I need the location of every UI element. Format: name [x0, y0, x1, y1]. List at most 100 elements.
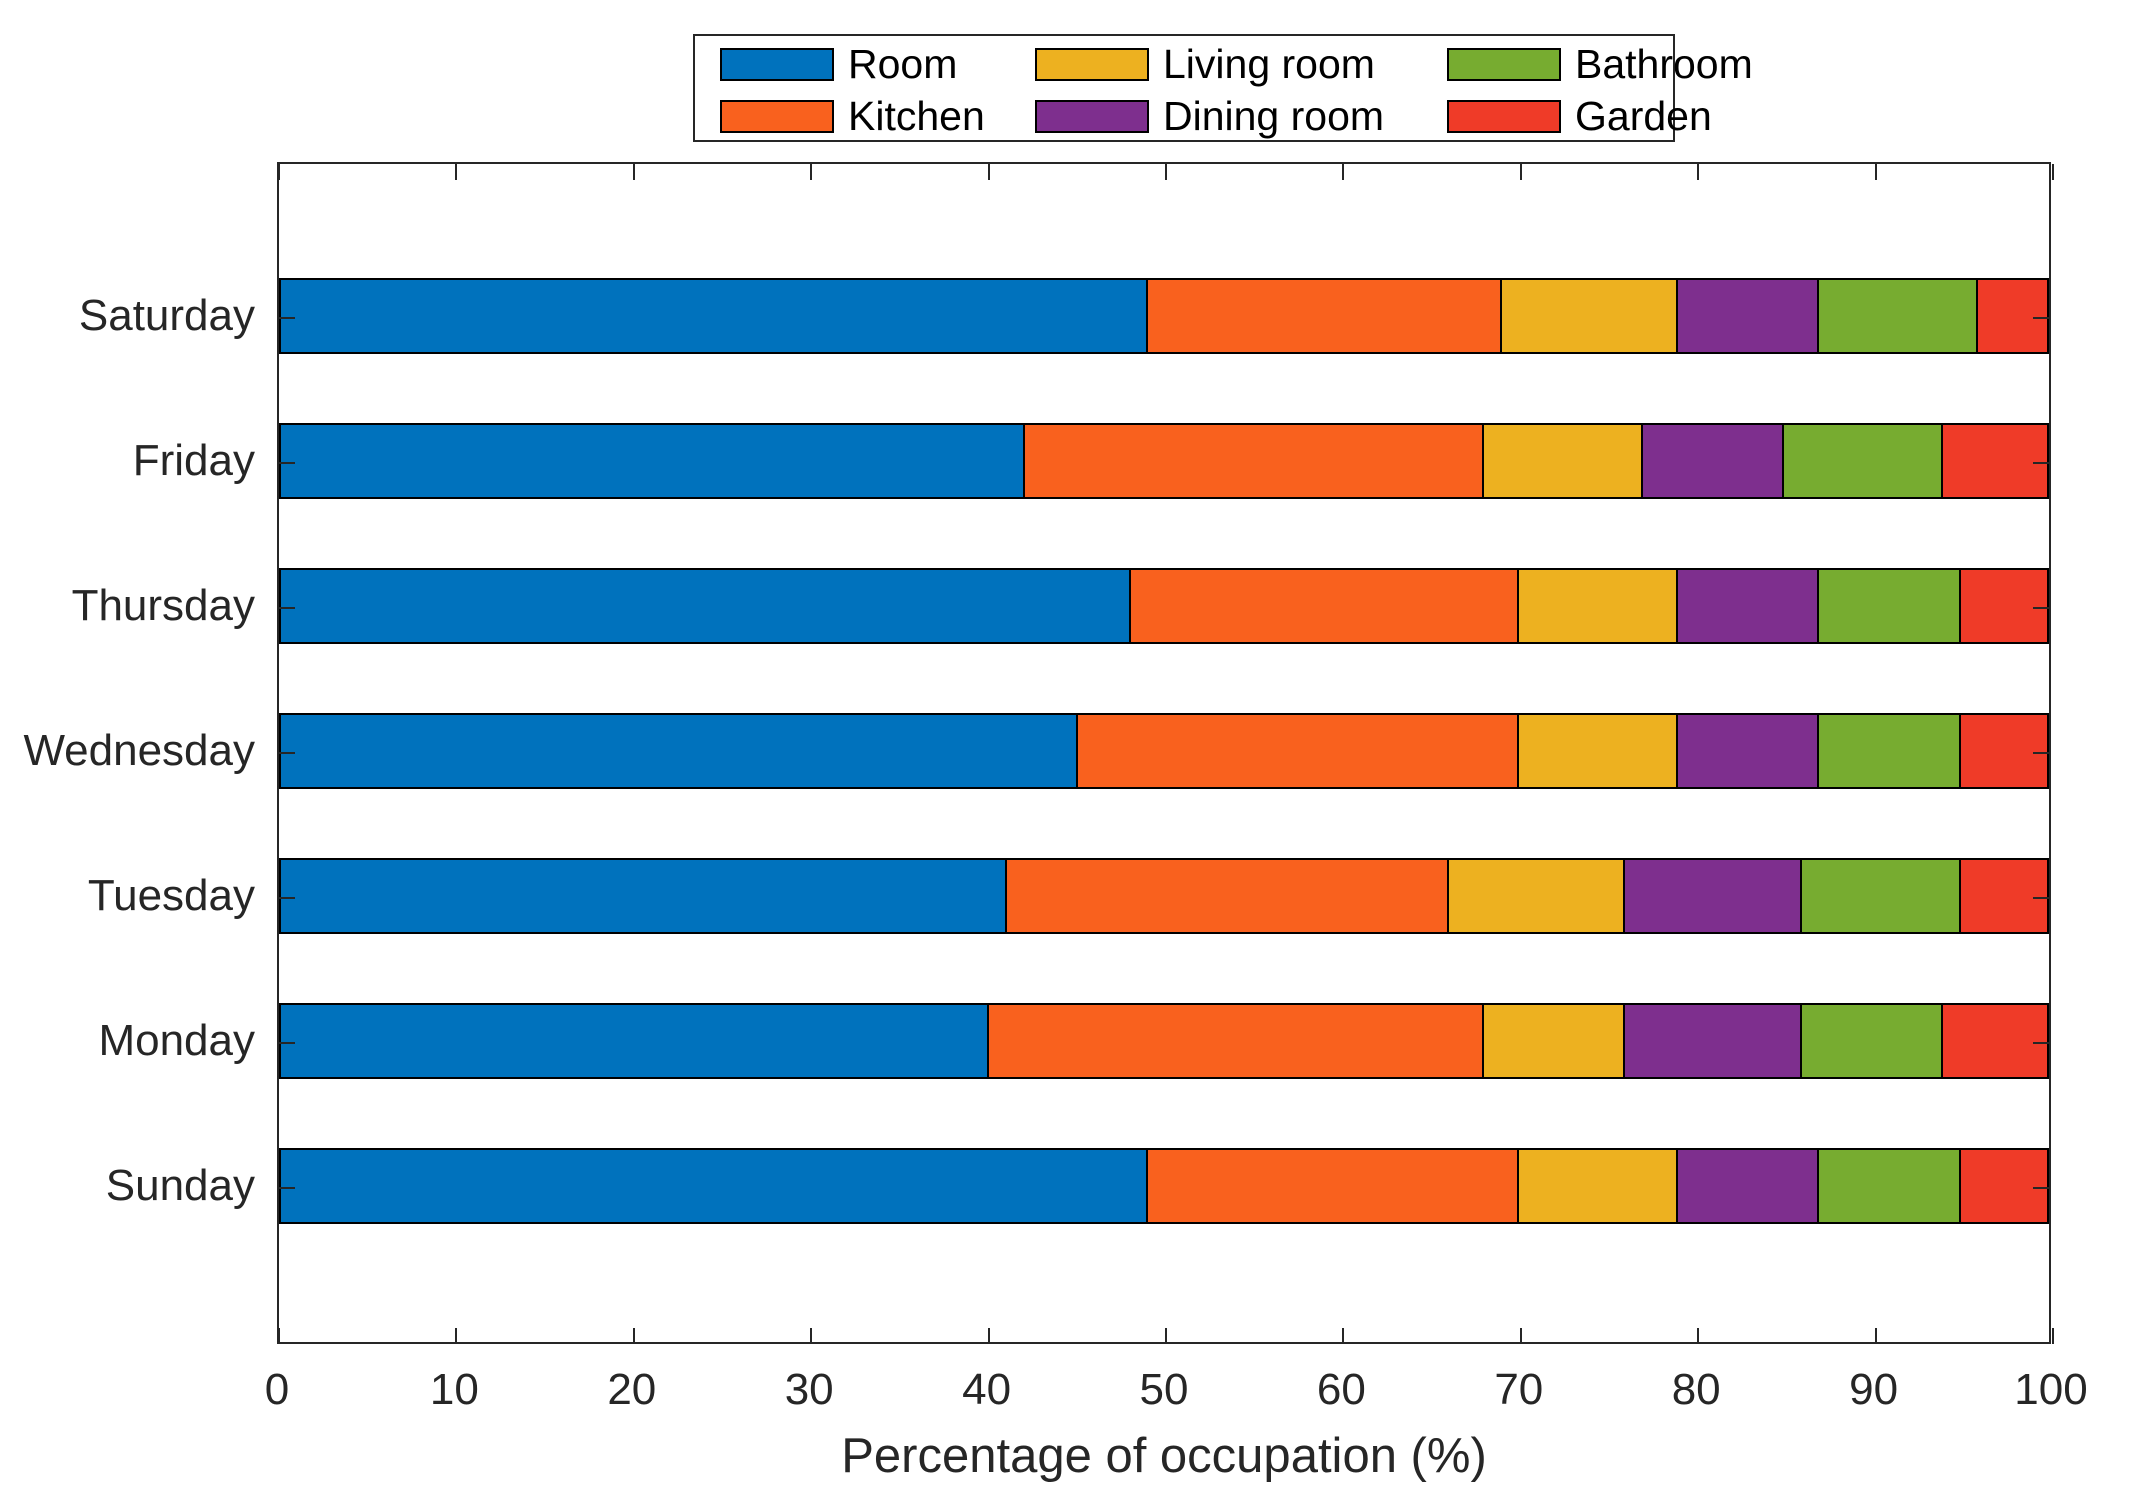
bar-segment-dining-room-thursday	[1676, 570, 1818, 642]
bar-segment-bathroom-sunday	[1817, 1150, 1959, 1222]
bar-segment-room-wednesday	[281, 715, 1076, 787]
bar-row-friday	[279, 423, 2049, 499]
bar-segment-living-room-sunday	[1517, 1150, 1677, 1222]
bar-row-monday	[279, 1003, 2049, 1079]
legend-item-bathroom: Bathroom	[1447, 41, 1753, 87]
bar-segment-bathroom-thursday	[1817, 570, 1959, 642]
bar-segment-garden-tuesday	[1958, 860, 2047, 932]
x-tick-bottom-90	[1874, 1328, 1877, 1344]
bar-segment-living-room-wednesday	[1517, 715, 1677, 787]
bar-segment-bathroom-monday	[1799, 1005, 1941, 1077]
bar-segment-bathroom-friday	[1782, 425, 1942, 497]
x-tick-label-70: 70	[1494, 1365, 1544, 1414]
bar-segment-dining-room-sunday	[1676, 1150, 1818, 1222]
legend-swatch-garden	[1447, 100, 1561, 133]
bar-segment-living-room-thursday	[1517, 570, 1677, 642]
y-tick-right-tuesday	[2033, 897, 2049, 899]
bar-segment-living-room-tuesday	[1446, 860, 1624, 932]
bar-segment-dining-room-saturday	[1676, 280, 1818, 352]
x-tick-bottom-10	[455, 1328, 458, 1344]
x-tick-bottom-20	[632, 1328, 635, 1344]
bar-segment-dining-room-wednesday	[1676, 715, 1818, 787]
bar-row-wednesday	[279, 713, 2049, 789]
bar-segment-room-friday	[281, 425, 1023, 497]
y-tick-left-thursday	[279, 607, 295, 609]
x-tick-top-10	[455, 164, 458, 180]
x-tick-bottom-100	[2052, 1328, 2054, 1344]
bar-row-sunday	[279, 1148, 2049, 1224]
bar-segment-bathroom-saturday	[1817, 280, 1977, 352]
bar-segment-kitchen-friday	[1022, 425, 1482, 497]
y-tick-label-thursday: Thursday	[71, 581, 255, 630]
bar-segment-garden-sunday	[1958, 1150, 2047, 1222]
y-tick-left-sunday	[279, 1187, 295, 1189]
legend-column-2: Living room Dining room	[1035, 41, 1384, 139]
y-tick-right-saturday	[2033, 317, 2049, 319]
legend-column-1: Room Kitchen	[720, 41, 985, 139]
y-tick-right-monday	[2033, 1042, 2049, 1044]
y-tick-label-sunday: Sunday	[105, 1161, 255, 1210]
y-tick-left-monday	[279, 1042, 295, 1044]
bar-segment-room-thursday	[281, 570, 1129, 642]
legend-label-bathroom: Bathroom	[1575, 41, 1753, 87]
legend-item-garden: Garden	[1447, 93, 1753, 139]
bar-segment-living-room-monday	[1481, 1005, 1624, 1077]
y-tick-label-monday: Monday	[98, 1016, 255, 1065]
y-tick-left-wednesday	[279, 752, 295, 754]
bar-segment-kitchen-monday	[987, 1005, 1482, 1077]
bar-row-saturday	[279, 278, 2049, 354]
x-tick-label-80: 80	[1671, 1365, 1721, 1414]
x-tick-label-20: 20	[607, 1365, 657, 1414]
x-tick-bottom-50	[1165, 1328, 1167, 1344]
legend-item-kitchen: Kitchen	[720, 93, 985, 139]
x-tick-bottom-70	[1519, 1328, 1522, 1344]
bar-segment-dining-room-monday	[1623, 1005, 1800, 1077]
bar-segment-living-room-friday	[1481, 425, 1641, 497]
x-tick-label-10: 10	[429, 1365, 479, 1414]
bar-segment-room-tuesday	[281, 860, 1006, 932]
x-tick-top-60	[1342, 164, 1345, 180]
bar-segment-garden-friday	[1941, 425, 2047, 497]
bar-segment-kitchen-wednesday	[1075, 715, 1518, 787]
y-tick-left-saturday	[279, 317, 295, 319]
x-tick-label-50: 50	[1139, 1365, 1189, 1414]
legend-item-dining-room: Dining room	[1035, 93, 1384, 139]
bar-segment-garden-monday	[1940, 1005, 2047, 1077]
x-tick-bottom-40	[987, 1328, 990, 1344]
legend-item-living-room: Living room	[1035, 41, 1384, 87]
legend-swatch-bathroom	[1447, 48, 1561, 81]
bar-segment-garden-thursday	[1958, 570, 2047, 642]
x-tick-label-90: 90	[1849, 1365, 1899, 1414]
x-tick-top-90	[1874, 164, 1877, 180]
x-tick-bottom-0	[278, 1328, 280, 1344]
legend-swatch-dining-room	[1035, 100, 1149, 133]
bar-segment-living-room-saturday	[1499, 280, 1677, 352]
x-tick-top-30	[810, 164, 813, 180]
x-tick-label-30: 30	[784, 1365, 834, 1414]
x-tick-label-100: 100	[2014, 1365, 2088, 1414]
x-tick-top-80	[1697, 164, 1700, 180]
x-tick-top-50	[1165, 164, 1167, 180]
bar-row-thursday	[279, 568, 2049, 644]
legend-label-garden: Garden	[1575, 93, 1712, 139]
bar-segment-room-monday	[281, 1005, 988, 1077]
x-tick-label-60: 60	[1316, 1365, 1366, 1414]
bar-segment-kitchen-tuesday	[1005, 860, 1447, 932]
bar-segment-dining-room-friday	[1640, 425, 1783, 497]
bar-segment-garden-wednesday	[1958, 715, 2047, 787]
legend-column-3: Bathroom Garden	[1447, 41, 1753, 139]
y-tick-label-saturday: Saturday	[78, 291, 255, 340]
bar-segment-kitchen-sunday	[1146, 1150, 1518, 1222]
legend-swatch-kitchen	[720, 100, 834, 133]
y-tick-label-friday: Friday	[132, 436, 255, 485]
x-tick-label-0: 0	[264, 1365, 290, 1414]
y-tick-left-tuesday	[279, 897, 295, 899]
x-tick-top-100	[2052, 164, 2054, 180]
y-tick-label-wednesday: Wednesday	[23, 726, 255, 775]
x-tick-top-0	[278, 164, 280, 180]
legend: Room Kitchen Living room Dining room Bathroo…	[693, 34, 1753, 142]
bar-segment-bathroom-tuesday	[1799, 860, 1959, 932]
y-tick-label-tuesday: Tuesday	[87, 871, 255, 920]
x-tick-top-70	[1519, 164, 1522, 180]
